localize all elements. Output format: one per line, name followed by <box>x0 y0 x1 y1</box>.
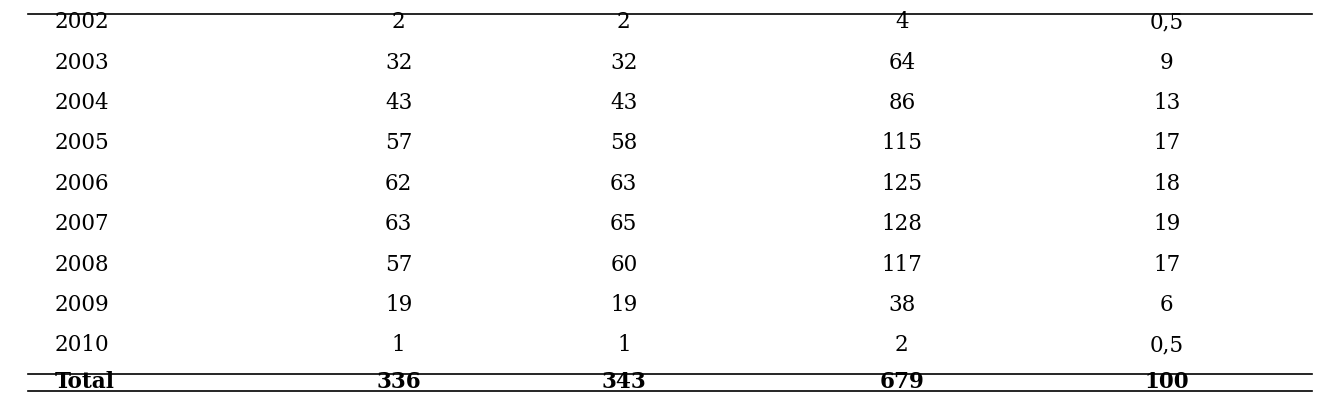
Text: 9: 9 <box>1160 52 1173 74</box>
Text: 2004: 2004 <box>54 92 109 114</box>
Text: 57: 57 <box>385 253 413 276</box>
Text: 343: 343 <box>601 371 646 393</box>
Text: 125: 125 <box>881 173 922 195</box>
Text: 38: 38 <box>888 294 916 316</box>
Text: 115: 115 <box>881 132 922 154</box>
Text: 2005: 2005 <box>54 132 109 154</box>
Text: 58: 58 <box>610 132 637 154</box>
Text: 1: 1 <box>391 334 406 357</box>
Text: 1: 1 <box>617 334 630 357</box>
Text: 63: 63 <box>385 213 413 235</box>
Text: 60: 60 <box>610 253 637 276</box>
Text: 679: 679 <box>880 371 925 393</box>
Text: 2: 2 <box>894 334 909 357</box>
Text: 2006: 2006 <box>54 173 109 195</box>
Text: 19: 19 <box>385 294 413 316</box>
Text: Total: Total <box>54 371 114 393</box>
Text: 2008: 2008 <box>54 253 109 276</box>
Text: 65: 65 <box>610 213 637 235</box>
Text: 57: 57 <box>385 132 413 154</box>
Text: 128: 128 <box>881 213 922 235</box>
Text: 17: 17 <box>1153 253 1180 276</box>
Text: 63: 63 <box>610 173 637 195</box>
Text: 64: 64 <box>888 52 916 74</box>
Text: 2007: 2007 <box>54 213 109 235</box>
Text: 2003: 2003 <box>54 52 109 74</box>
Text: 17: 17 <box>1153 132 1180 154</box>
Text: 43: 43 <box>385 92 413 114</box>
Text: 4: 4 <box>894 11 909 33</box>
Text: 32: 32 <box>385 52 413 74</box>
Text: 0,5: 0,5 <box>1149 11 1184 33</box>
Text: 62: 62 <box>385 173 413 195</box>
Text: 2: 2 <box>391 11 406 33</box>
Text: 86: 86 <box>888 92 916 114</box>
Text: 43: 43 <box>610 92 637 114</box>
Text: 2: 2 <box>617 11 630 33</box>
Text: 32: 32 <box>610 52 637 74</box>
Text: 336: 336 <box>377 371 421 393</box>
Text: 0,5: 0,5 <box>1149 334 1184 357</box>
Text: 6: 6 <box>1160 294 1173 316</box>
Text: 18: 18 <box>1153 173 1180 195</box>
Text: 2010: 2010 <box>54 334 109 357</box>
Text: 19: 19 <box>610 294 637 316</box>
Text: 100: 100 <box>1144 371 1189 393</box>
Text: 117: 117 <box>881 253 922 276</box>
Text: 19: 19 <box>1153 213 1181 235</box>
Text: 2009: 2009 <box>54 294 109 316</box>
Text: 2002: 2002 <box>54 11 109 33</box>
Text: 13: 13 <box>1153 92 1181 114</box>
